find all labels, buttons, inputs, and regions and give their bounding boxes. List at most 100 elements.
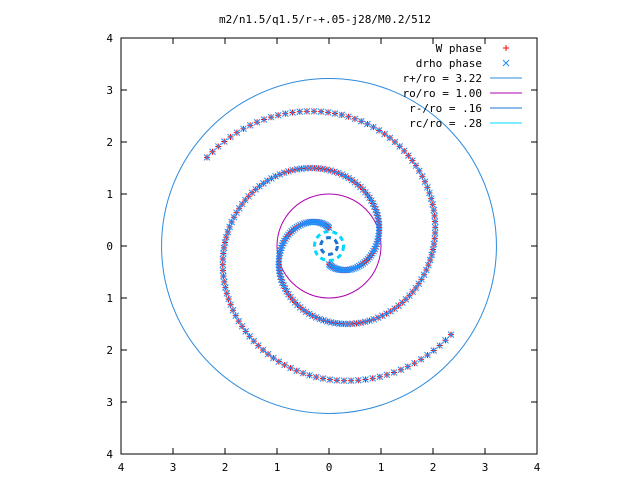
drho-phase-point xyxy=(264,350,272,358)
drho-phase-point xyxy=(299,220,306,228)
drho-phase-point xyxy=(422,266,430,274)
drho-phase-point xyxy=(409,288,417,296)
drho-phase-point xyxy=(310,107,318,115)
drho-phase-point xyxy=(240,125,247,133)
drho-phase-point xyxy=(317,108,325,116)
drho-phase-point xyxy=(375,232,383,240)
drho-phase-point xyxy=(417,355,425,363)
drho-phase-point xyxy=(312,314,320,321)
drho-phase-point xyxy=(219,250,227,257)
drho-phase-point xyxy=(427,195,435,202)
x-tick-label: 3 xyxy=(482,461,489,474)
drho-phase-point xyxy=(275,255,283,263)
legend-label: r-/ro = .16 xyxy=(409,102,482,115)
drho-phase-point xyxy=(431,229,439,237)
drho-phase-point xyxy=(274,111,282,119)
drho-phase-point xyxy=(340,377,348,385)
drho-phase-point xyxy=(285,167,292,175)
drho-phase-point xyxy=(429,246,437,253)
drho-phase-point xyxy=(246,121,254,129)
drho-phase-point xyxy=(276,249,284,257)
drho-phase-point xyxy=(287,364,294,372)
circle-r-0-16 xyxy=(319,236,339,256)
drho-phase-point xyxy=(424,351,431,359)
drho-phase-point xyxy=(297,221,304,229)
drho-phase-point xyxy=(304,219,312,226)
drho-phase-point xyxy=(436,342,444,349)
y-tick-label: 4 xyxy=(106,448,113,461)
reference-circles xyxy=(161,78,497,414)
drho-phase-point xyxy=(404,363,412,371)
drho-phase-point xyxy=(426,256,434,264)
drho-phase-point xyxy=(415,167,423,175)
drho-phase-point xyxy=(338,111,346,119)
drho-phase-point xyxy=(225,295,232,303)
drho-phase-point xyxy=(379,312,386,320)
drho-phase-point xyxy=(375,127,383,134)
drho-phase-point xyxy=(326,376,334,383)
drho-phase-point xyxy=(430,347,438,354)
drho-phase-points xyxy=(203,107,455,385)
y-tick-label: 1 xyxy=(106,188,113,201)
drho-phase-point xyxy=(229,306,237,314)
drho-phase-point xyxy=(383,310,390,317)
drho-phase-point xyxy=(425,261,432,269)
x-tick-label: 1 xyxy=(378,461,385,474)
drho-phase-point xyxy=(324,109,332,116)
drho-phase-point xyxy=(233,209,240,217)
drho-phase-point xyxy=(383,371,391,379)
drho-phase-point xyxy=(333,376,341,384)
drho-phase-point xyxy=(374,314,382,322)
drho-phase-point xyxy=(285,290,292,298)
drho-phase-point xyxy=(391,138,399,146)
drho-phase-point xyxy=(253,118,261,126)
drho-phase-point xyxy=(424,183,431,191)
drho-phase-point xyxy=(431,223,439,231)
drho-phase-point xyxy=(331,110,339,117)
drho-phase-point xyxy=(420,271,428,279)
drho-phase-point xyxy=(260,116,268,123)
drho-phase-point xyxy=(222,233,230,241)
drho-phase-point xyxy=(347,377,355,385)
drho-phase-point xyxy=(230,213,238,221)
drho-phase-point xyxy=(361,318,369,326)
drho-phase-point xyxy=(352,264,359,272)
drho-phase-point xyxy=(275,258,283,265)
drho-phase-point xyxy=(227,133,234,141)
drho-phase-point xyxy=(309,312,316,320)
drho-phase-point xyxy=(408,157,416,164)
legend-label: rc/ro = .28 xyxy=(409,117,482,130)
drho-phase-point xyxy=(387,307,394,315)
legend-label: r+/ro = 3.22 xyxy=(403,72,482,85)
drho-phase-point xyxy=(362,376,369,383)
legend-label: ro/ro = 1.00 xyxy=(403,87,482,100)
drho-phase-point xyxy=(366,317,373,325)
drho-phase-point xyxy=(233,129,241,137)
drho-phase-point xyxy=(430,240,438,248)
drho-phase-point xyxy=(415,280,423,288)
drho-phase-point xyxy=(300,220,308,227)
drho-phase-point xyxy=(232,312,240,320)
drho-phase-point xyxy=(412,162,420,170)
drho-phase-point xyxy=(334,169,342,177)
drho-phase-point xyxy=(316,315,324,323)
drho-phase-point xyxy=(386,134,394,142)
drho-phase-point xyxy=(220,138,228,145)
drho-phase-point xyxy=(411,359,418,367)
drho-phase-point xyxy=(431,235,439,242)
x-tick-label: 4 xyxy=(534,461,541,474)
drho-phase-point xyxy=(421,178,429,186)
x-tick-label: 3 xyxy=(170,461,177,474)
drho-phase-point xyxy=(238,322,246,330)
drho-phase-point xyxy=(345,113,352,121)
drho-phase-point xyxy=(354,263,361,271)
drho-phase-point xyxy=(289,166,297,174)
drho-phase-point xyxy=(370,315,378,323)
drho-phase-point xyxy=(370,123,377,131)
drho-phase-point xyxy=(375,227,383,234)
drho-phase-point xyxy=(369,374,377,382)
drho-phase-point xyxy=(312,373,320,381)
drho-phase-point xyxy=(299,306,307,314)
